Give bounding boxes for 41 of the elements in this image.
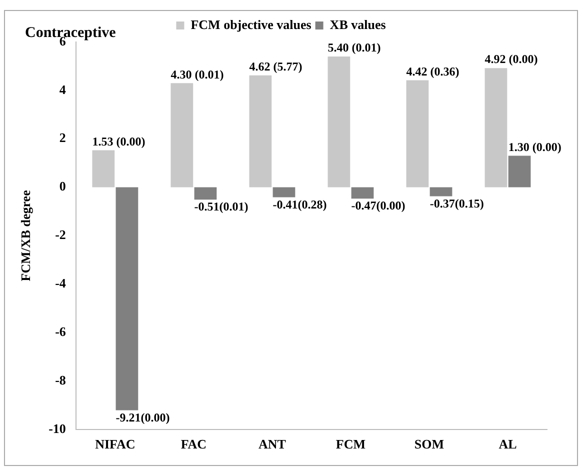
data-label: -0.37(0.15) bbox=[430, 196, 484, 210]
data-label: 1.30 (0.00) bbox=[508, 140, 562, 154]
bar bbox=[92, 150, 115, 188]
y-tick-label: -4 bbox=[55, 275, 66, 290]
data-label: -9.21(0.00) bbox=[116, 410, 170, 424]
x-tick-label: SOM bbox=[414, 436, 444, 452]
data-label: -0.47(0.00) bbox=[351, 198, 406, 213]
y-tick-label: 4 bbox=[59, 82, 66, 97]
bar bbox=[116, 187, 138, 410]
data-label: 1.53 (0.00) bbox=[92, 134, 146, 148]
x-tick-label: NIFAC bbox=[95, 436, 136, 452]
y-tick-label: -10 bbox=[48, 420, 66, 436]
legend-label: XB values bbox=[330, 16, 386, 32]
bar bbox=[272, 187, 296, 198]
bar bbox=[249, 75, 272, 188]
bar bbox=[328, 56, 350, 188]
bar bbox=[406, 80, 429, 188]
x-tick-label: FCM bbox=[336, 436, 366, 452]
bar bbox=[430, 187, 452, 196]
x-tick-label: FAC bbox=[180, 436, 207, 452]
data-label: -0.41(0.28) bbox=[272, 197, 327, 212]
bar bbox=[508, 156, 531, 188]
y-tick-label: 2 bbox=[59, 130, 66, 146]
bar bbox=[194, 187, 217, 200]
data-label: -0.51(0.01) bbox=[194, 200, 248, 214]
data-label: 5.40 (0.01) bbox=[328, 40, 381, 55]
y-tick-label: -6 bbox=[55, 324, 66, 339]
y-tick-label: 0 bbox=[59, 178, 66, 194]
bar bbox=[351, 187, 374, 199]
x-tick-label: AL bbox=[498, 436, 518, 452]
bar bbox=[484, 68, 508, 188]
y-axis-title: FCM/XB degree bbox=[18, 190, 34, 282]
bar bbox=[170, 83, 194, 188]
x-tick-label: ANT bbox=[258, 436, 286, 452]
legend-label: FCM objective values bbox=[190, 16, 312, 32]
data-label: 4.92 (0.00) bbox=[484, 52, 538, 66]
y-tick-label: -8 bbox=[55, 372, 66, 388]
data-label: 4.30 (0.01) bbox=[170, 67, 224, 82]
y-tick-label: -2 bbox=[55, 227, 66, 242]
data-label: 4.62 (5.77) bbox=[249, 60, 302, 74]
data-label: 4.42 (0.36) bbox=[406, 64, 460, 78]
